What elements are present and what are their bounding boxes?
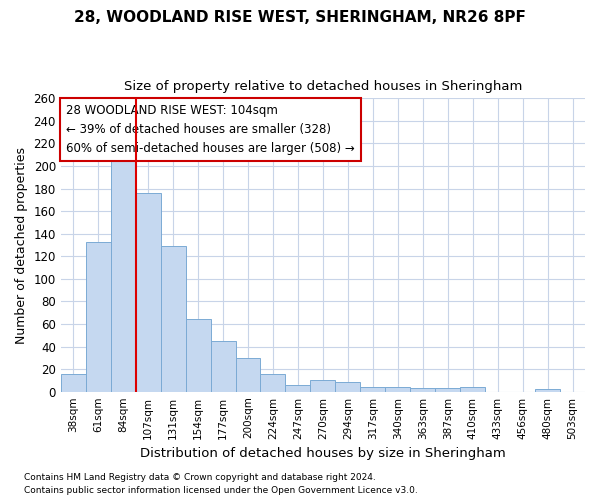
Bar (211, 341, 236, 392)
Bar (136, 193, 161, 392)
Text: Contains HM Land Registry data © Crown copyright and database right 2024.
Contai: Contains HM Land Registry data © Crown c… (24, 474, 418, 495)
Bar (535, 390, 560, 392)
Bar (335, 382, 361, 392)
Text: 28, WOODLAND RISE WEST, SHERINGHAM, NR26 8PF: 28, WOODLAND RISE WEST, SHERINGHAM, NR26… (74, 10, 526, 25)
Bar (236, 358, 260, 392)
Text: 28 WOODLAND RISE WEST: 104sqm
← 39% of detached houses are smaller (328)
60% of : 28 WOODLAND RISE WEST: 104sqm ← 39% of d… (66, 104, 355, 155)
Bar (310, 380, 335, 392)
Bar (460, 387, 485, 392)
Bar (61, 374, 86, 392)
Bar (286, 385, 310, 392)
Bar (111, 152, 136, 392)
Bar (260, 374, 286, 392)
Bar (86, 242, 111, 392)
Bar (361, 387, 385, 392)
Bar (161, 246, 185, 392)
Bar (385, 387, 410, 392)
X-axis label: Distribution of detached houses by size in Sheringham: Distribution of detached houses by size … (140, 447, 506, 460)
Bar (185, 320, 211, 392)
Y-axis label: Number of detached properties: Number of detached properties (15, 146, 28, 344)
Title: Size of property relative to detached houses in Sheringham: Size of property relative to detached ho… (124, 80, 522, 93)
Bar (435, 388, 460, 392)
Bar (410, 388, 435, 392)
